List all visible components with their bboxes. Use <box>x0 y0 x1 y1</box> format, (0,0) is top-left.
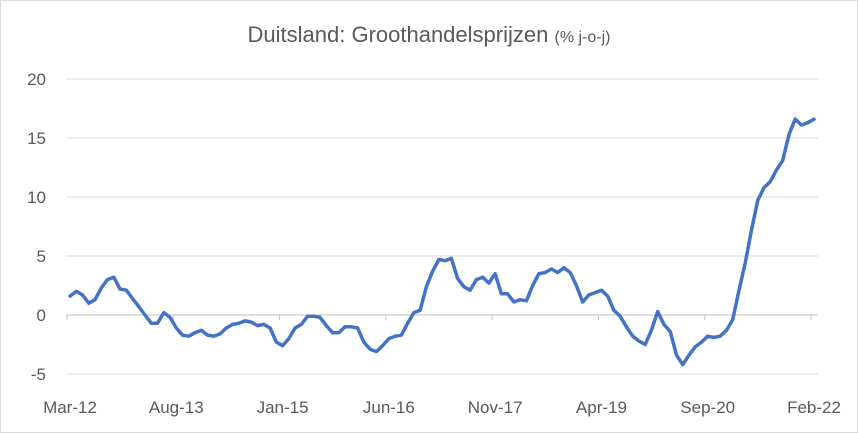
y-tick-label: 15 <box>27 129 46 148</box>
gridlines <box>66 78 818 375</box>
x-tick-label: Apr-19 <box>576 398 627 417</box>
x-tick-label: Jan-15 <box>257 398 309 417</box>
y-tick-label: -5 <box>31 365 46 384</box>
y-tick-label: 0 <box>37 306 46 325</box>
chart-title: Duitsland: Groothandelsprijzen (% j-o-j) <box>0 22 858 48</box>
x-tick-label: Jun-16 <box>363 398 415 417</box>
x-tick-label: Aug-13 <box>149 398 204 417</box>
x-tick-label: Sep-20 <box>680 398 735 417</box>
x-tick-label: Feb-22 <box>787 398 841 417</box>
x-tick-label: Nov-17 <box>468 398 523 417</box>
chart-title-main: Duitsland: Groothandelsprijzen <box>247 22 549 47</box>
y-axis-labels: -5 0 5 10 15 20 <box>27 70 46 384</box>
series-lines <box>68 117 816 367</box>
x-tick-label: Mar-12 <box>43 398 97 417</box>
y-tick-label: 5 <box>37 247 46 266</box>
x-axis: Mar-12 Aug-13 Jan-15 Jun-16 Nov-17 Apr-19 Sep-… <box>43 314 841 417</box>
chart-subtitle: (% j-o-j) <box>554 29 611 46</box>
series-line <box>68 117 816 367</box>
y-tick-label: 10 <box>27 188 46 207</box>
y-tick-label: 20 <box>27 70 46 89</box>
